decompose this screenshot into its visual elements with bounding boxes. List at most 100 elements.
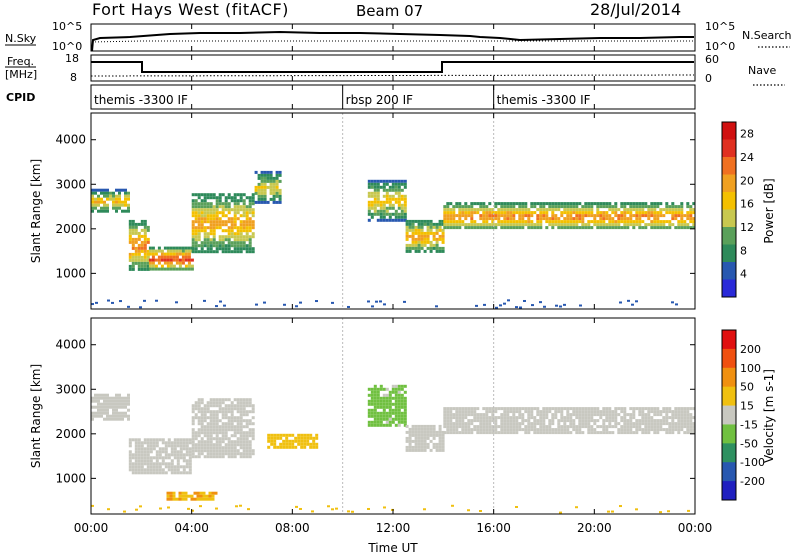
heatmap-cell <box>435 237 439 241</box>
heatmap-cell <box>91 206 94 210</box>
heatmap-cell <box>200 443 204 447</box>
heatmap-cell <box>400 179 404 183</box>
heatmap-cell <box>548 428 552 432</box>
heatmap-cell <box>166 494 170 498</box>
heatmap-cell <box>146 462 150 466</box>
heatmap-cell <box>420 225 424 229</box>
heatmap-cell <box>94 393 97 397</box>
heatmap-cell <box>379 200 383 204</box>
heatmap-cell <box>146 441 150 445</box>
heatmap-cell <box>194 193 198 197</box>
heatmap-cell <box>620 211 624 215</box>
heatmap-cell <box>218 398 222 402</box>
heatmap-cell <box>215 217 219 221</box>
heatmap-cell <box>218 410 222 414</box>
heatmap-cell <box>233 425 237 429</box>
heatmap-cell <box>115 408 118 412</box>
heatmap-cell <box>311 510 314 513</box>
heatmap-cell <box>146 225 150 229</box>
heatmap-cell <box>221 223 225 227</box>
heatmap-cell <box>235 505 238 508</box>
heatmap-cell <box>200 214 204 218</box>
heatmap-cell <box>91 303 94 306</box>
heatmap-cell <box>644 205 648 209</box>
heatmap-cell <box>190 264 194 268</box>
heatmap-cell <box>443 223 447 227</box>
heatmap-cell <box>184 491 188 495</box>
heatmap-cell <box>435 222 439 226</box>
heatmap-cell <box>221 208 225 212</box>
heatmap-cell <box>527 413 531 417</box>
heatmap-cell <box>373 414 377 418</box>
heatmap-cell <box>137 261 141 265</box>
heatmap-cell <box>572 413 576 417</box>
heatmap-cell <box>579 304 582 307</box>
heatmap-cell <box>620 220 624 224</box>
heatmap-cell <box>91 197 94 201</box>
heatmap-cell <box>218 404 222 408</box>
heatmap-cell <box>184 258 188 262</box>
heatmap-cell <box>533 202 537 206</box>
heatmap-cell <box>518 220 522 224</box>
heatmap-cell <box>203 220 207 224</box>
heatmap-cell <box>218 235 222 239</box>
heatmap-cell <box>166 491 170 495</box>
heatmap-cell <box>506 416 510 420</box>
heatmap-cell <box>394 209 398 213</box>
heatmap-cell <box>644 422 648 426</box>
heatmap-cell <box>134 456 138 460</box>
heatmap-cell <box>272 179 276 183</box>
heatmap-cell <box>218 455 222 459</box>
heatmap-cell <box>160 267 164 271</box>
heatmap-cell <box>512 407 516 411</box>
heatmap-cell <box>686 223 690 227</box>
heatmap-cell <box>272 194 276 198</box>
heatmap-cell <box>512 220 516 224</box>
heatmap-cell <box>170 450 174 454</box>
heatmap-cell <box>467 223 471 227</box>
heatmap-cell <box>211 491 215 495</box>
heatmap-cell <box>181 255 185 259</box>
heatmap-cell <box>638 413 642 417</box>
heatmap-cell <box>140 258 144 262</box>
heatmap-cell <box>623 205 627 209</box>
heatmap-cell <box>248 449 252 453</box>
heatmap-cell <box>548 217 552 221</box>
heatmap-cell <box>551 416 555 420</box>
heatmap-cell <box>563 208 567 212</box>
heatmap-cell <box>194 449 198 453</box>
heatmap-cell <box>191 422 195 426</box>
heatmap-cell <box>599 425 603 429</box>
heatmap-cell <box>494 205 498 209</box>
heatmap-cell <box>203 407 207 411</box>
heatmap-cell <box>644 211 648 215</box>
heatmap-cell <box>236 232 240 236</box>
heatmap-cell <box>614 214 618 218</box>
heatmap-cell <box>641 419 645 423</box>
heatmap-cell <box>432 231 436 235</box>
heatmap-cell <box>509 419 513 423</box>
heatmap-cell <box>417 234 421 238</box>
heatmap-cell <box>518 410 522 414</box>
heatmap-cell <box>251 235 255 239</box>
heatmap-cell <box>227 220 231 224</box>
heatmap-cell <box>242 241 246 245</box>
heatmap-cell <box>206 434 210 438</box>
heatmap-cell <box>385 212 389 216</box>
heatmap-cell <box>118 396 121 400</box>
heatmap-cell <box>379 212 383 216</box>
heatmap-cell <box>236 205 240 209</box>
heatmap-cell <box>668 205 672 209</box>
heatmap-cell <box>212 404 216 408</box>
heatmap-cell <box>367 300 370 303</box>
heatmap-cell <box>524 202 528 206</box>
heatmap-cell <box>245 440 249 444</box>
heatmap-cell <box>506 220 510 224</box>
heatmap-cell <box>476 208 480 212</box>
heatmap-cell <box>209 250 213 254</box>
heatmap-cell <box>435 246 439 250</box>
heatmap-cell <box>191 431 195 435</box>
heatmap-cell <box>191 443 195 447</box>
velocity-heatmap <box>91 318 695 514</box>
heatmap-cell <box>405 436 409 440</box>
